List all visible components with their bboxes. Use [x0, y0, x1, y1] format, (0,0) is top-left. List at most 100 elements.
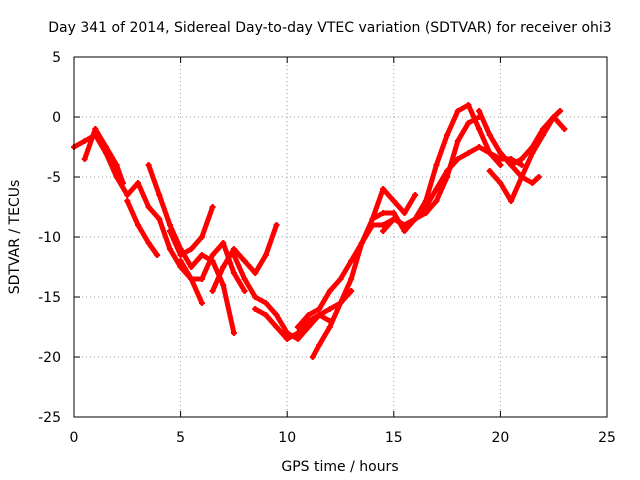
data-point [230, 270, 237, 276]
data-point [92, 126, 99, 132]
series-sat-e [166, 204, 216, 258]
data-point [262, 312, 269, 318]
data-point [465, 120, 472, 126]
data-point [401, 222, 408, 228]
series-sat-b [81, 126, 127, 186]
data-point [454, 138, 461, 144]
data-point [433, 162, 440, 168]
data-series [71, 102, 568, 360]
x-tick-label: 0 [70, 430, 79, 446]
y-tick-label: -20 [38, 350, 61, 366]
data-point [557, 108, 564, 114]
data-point [120, 180, 127, 186]
data-point [529, 180, 536, 186]
data-point [540, 132, 547, 138]
x-tick-label: 25 [598, 430, 616, 446]
data-point [230, 252, 237, 258]
data-point [220, 240, 227, 246]
data-point [486, 150, 493, 156]
series-sat-p [497, 150, 542, 186]
data-point [113, 162, 120, 168]
series-sat-i [252, 288, 355, 342]
data-point [230, 330, 237, 336]
data-point [262, 252, 269, 258]
data-point [476, 144, 483, 150]
series-sat-f [177, 240, 248, 294]
data-point [145, 162, 152, 168]
data-point [348, 276, 355, 282]
data-point [166, 228, 173, 234]
series-sat-c [124, 198, 161, 258]
data-point [198, 276, 205, 282]
data-point [134, 180, 141, 186]
series-sat-g [209, 222, 280, 294]
y-tick-label: 0 [52, 110, 61, 126]
data-point [486, 168, 493, 174]
data-point [102, 144, 109, 150]
data-point [465, 102, 472, 108]
x-axis-label: GPS time / hours [281, 459, 398, 475]
data-point [486, 132, 493, 138]
data-point [154, 252, 161, 258]
data-point [476, 126, 483, 132]
x-tick-label: 10 [278, 430, 296, 446]
data-point [145, 204, 152, 210]
data-point [188, 276, 195, 282]
data-point [316, 342, 323, 348]
data-point [124, 192, 131, 198]
data-point [337, 276, 344, 282]
data-point [177, 252, 184, 258]
data-point [81, 156, 88, 162]
data-point [273, 222, 280, 228]
data-point [380, 228, 387, 234]
data-point [309, 354, 316, 360]
y-tick-label: -10 [38, 230, 61, 246]
data-point [561, 126, 568, 132]
data-point [433, 186, 440, 192]
data-point [294, 336, 301, 342]
data-point [220, 264, 227, 270]
data-point [358, 240, 365, 246]
data-point [326, 306, 333, 312]
data-point [535, 174, 542, 180]
data-point [134, 222, 141, 228]
y-tick-label: -25 [38, 410, 61, 426]
data-point [380, 210, 387, 216]
data-point [518, 156, 525, 162]
y-tick-label: -5 [47, 170, 61, 186]
data-point [433, 198, 440, 204]
data-point [252, 306, 259, 312]
data-point [241, 288, 248, 294]
series-line [124, 198, 160, 258]
x-tick-label: 15 [385, 430, 403, 446]
data-point [156, 216, 163, 222]
data-point [454, 108, 461, 114]
data-point [252, 270, 259, 276]
data-point [518, 174, 525, 180]
data-point [518, 162, 525, 168]
data-point [316, 312, 323, 318]
series-sat-l [369, 114, 483, 234]
data-point [497, 156, 504, 162]
data-point [166, 246, 173, 252]
data-point [284, 330, 291, 336]
data-point [412, 192, 419, 198]
grid-lines [74, 57, 607, 417]
data-point [529, 150, 536, 156]
data-point [369, 216, 376, 222]
series-sat-m [380, 144, 525, 234]
data-point [241, 276, 248, 282]
data-point [188, 246, 195, 252]
x-tick-label: 5 [176, 430, 185, 446]
data-point [316, 306, 323, 312]
data-point [262, 300, 269, 306]
data-point [326, 288, 333, 294]
data-point [209, 252, 216, 258]
data-point [454, 156, 461, 162]
data-point [209, 204, 216, 210]
data-point [412, 216, 419, 222]
data-point [390, 210, 397, 216]
data-point [401, 210, 408, 216]
data-point [294, 324, 301, 330]
